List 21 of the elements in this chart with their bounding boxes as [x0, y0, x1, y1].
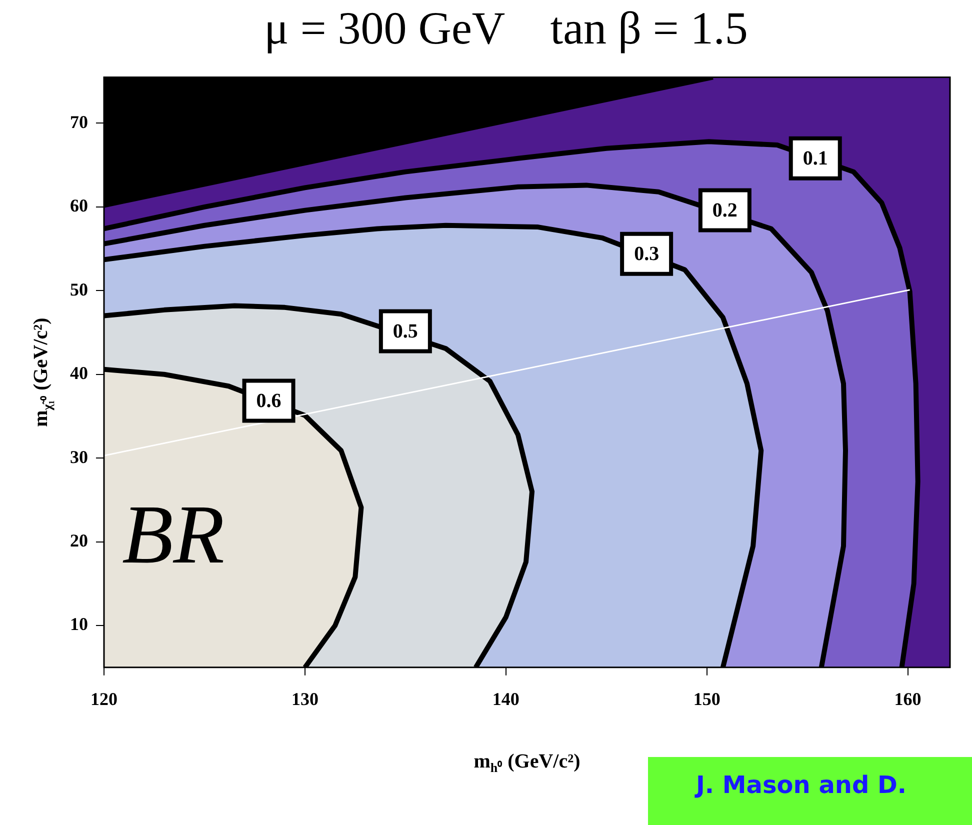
y-axis-title: mχ̃₁⁰ (GeV/c²): [30, 318, 54, 427]
y-tick-label: 30: [70, 446, 88, 467]
chart-title: μ = 300 GeV tan β = 1.5: [264, 2, 748, 54]
series-label: 0.5: [392, 320, 418, 342]
y-tick-label: 50: [70, 279, 88, 300]
x-tick-label: 140: [492, 688, 520, 709]
y-tick-label: 60: [70, 196, 88, 216]
y-tick-label: 40: [70, 363, 88, 384]
y-tick-label: 70: [70, 112, 88, 132]
series-label: 0.2: [712, 199, 738, 222]
y-tick-label: 20: [70, 530, 88, 550]
series-label: 0.1: [802, 148, 828, 170]
series-label: 0.6: [256, 390, 282, 412]
x-tick-label: 160: [894, 688, 922, 709]
y-tick-label: 10: [70, 614, 88, 634]
annotation: BR: [122, 488, 225, 582]
series-label: 0.3: [634, 243, 660, 266]
x-tick-label: 130: [291, 688, 318, 709]
x-tick-label: 150: [693, 688, 720, 709]
text: J. Mason and D.: [696, 771, 907, 799]
x-tick-label: 120: [90, 688, 118, 709]
